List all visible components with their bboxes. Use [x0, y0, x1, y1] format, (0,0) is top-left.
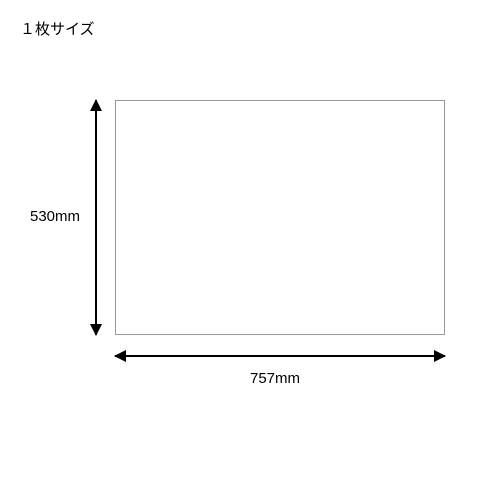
height-label: 530mm: [30, 208, 80, 225]
width-label: 757mm: [250, 370, 300, 387]
dimension-diagram: 530mm 757mm: [40, 90, 460, 430]
page-title: １枚サイズ: [20, 18, 95, 39]
height-arrow: [95, 100, 97, 335]
width-arrow: [115, 355, 445, 357]
sheet-rectangle: [115, 100, 445, 335]
